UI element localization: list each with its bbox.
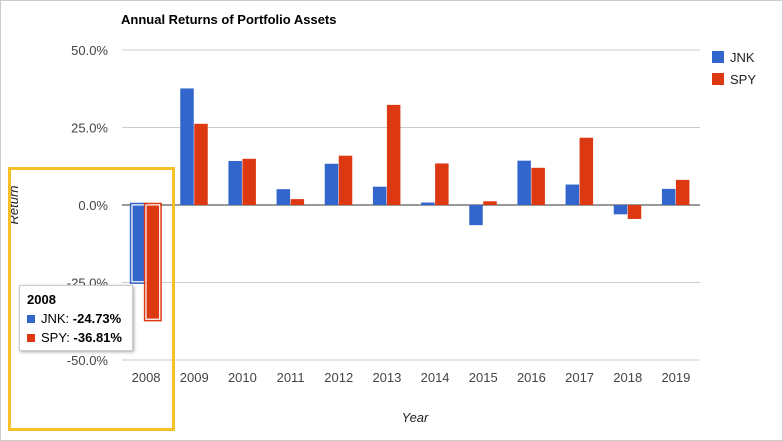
bar-jnk-2018[interactable]	[614, 205, 628, 214]
bar-spy-2012[interactable]	[339, 156, 353, 205]
y-tick-label: 25.0%	[71, 121, 108, 136]
x-tick-label: 2010	[228, 370, 257, 385]
x-tick-label: 2015	[469, 370, 498, 385]
x-tick-label: 2018	[613, 370, 642, 385]
tooltip-label-jnk: JNK:	[41, 311, 69, 326]
legend-label-jnk: JNK	[730, 50, 755, 65]
x-tick-label: 2011	[277, 370, 305, 385]
bar-jnk-2010[interactable]	[228, 161, 242, 205]
bar-spy-2009[interactable]	[194, 124, 208, 205]
bar-spy-2011[interactable]	[291, 199, 305, 205]
bar-jnk-2011[interactable]	[277, 189, 291, 205]
x-tick-label: 2017	[565, 370, 594, 385]
bar-jnk-2016[interactable]	[517, 161, 531, 205]
bar-jnk-2012[interactable]	[325, 164, 339, 205]
jnk-swatch	[27, 315, 35, 323]
tooltip-row-spy: SPY: -36.81%	[27, 330, 122, 345]
tooltip: 2008 JNK: -24.73% SPY: -36.81%	[19, 285, 133, 351]
bar-spy-2013[interactable]	[387, 105, 401, 205]
bar-jnk-2019[interactable]	[662, 189, 676, 205]
legend-swatch-jnk	[712, 51, 724, 63]
bar-spy-2016[interactable]	[531, 168, 545, 205]
bar-spy-2014[interactable]	[435, 163, 449, 205]
x-tick-labels: 2008 2009 2010 2011 2012 2013 2014 2015 2016 2017…	[132, 370, 691, 385]
bar-jnk-2017[interactable]	[566, 185, 580, 205]
x-tick-label: 2012	[324, 370, 353, 385]
tooltip-value-jnk: -24.73%	[73, 311, 121, 326]
x-axis-title: Year	[402, 410, 429, 425]
x-tick-label: 2016	[517, 370, 546, 385]
bar-spy-2017[interactable]	[580, 138, 594, 205]
x-tick-label: 2009	[180, 370, 209, 385]
x-tick-label: 2014	[421, 370, 450, 385]
x-tick-label: 2013	[372, 370, 401, 385]
legend-label-spy: SPY	[730, 72, 756, 87]
bar-spy-2018[interactable]	[628, 205, 642, 219]
tooltip-row-jnk: JNK: -24.73%	[27, 311, 121, 326]
legend-swatch-spy	[712, 73, 724, 85]
bar-jnk-2009[interactable]	[180, 88, 194, 205]
x-tick-label: 2019	[661, 370, 690, 385]
tooltip-label-spy: SPY:	[41, 330, 70, 345]
bar-spy-2010[interactable]	[242, 159, 256, 205]
spy-swatch	[27, 334, 35, 342]
bar-jnk-2013[interactable]	[373, 187, 387, 205]
bar-spy-2019[interactable]	[676, 180, 690, 205]
bar-jnk-2014[interactable]	[421, 203, 435, 205]
bar-spy-2015[interactable]	[483, 201, 497, 205]
gridlines	[122, 50, 700, 360]
chart-title: Annual Returns of Portfolio Assets	[121, 12, 336, 27]
tooltip-value-spy: -36.81%	[74, 330, 122, 345]
legend: JNK SPY	[712, 50, 756, 87]
tooltip-title: 2008	[27, 292, 56, 307]
bar-jnk-2015[interactable]	[469, 205, 483, 225]
y-tick-label: 50.0%	[71, 43, 108, 58]
